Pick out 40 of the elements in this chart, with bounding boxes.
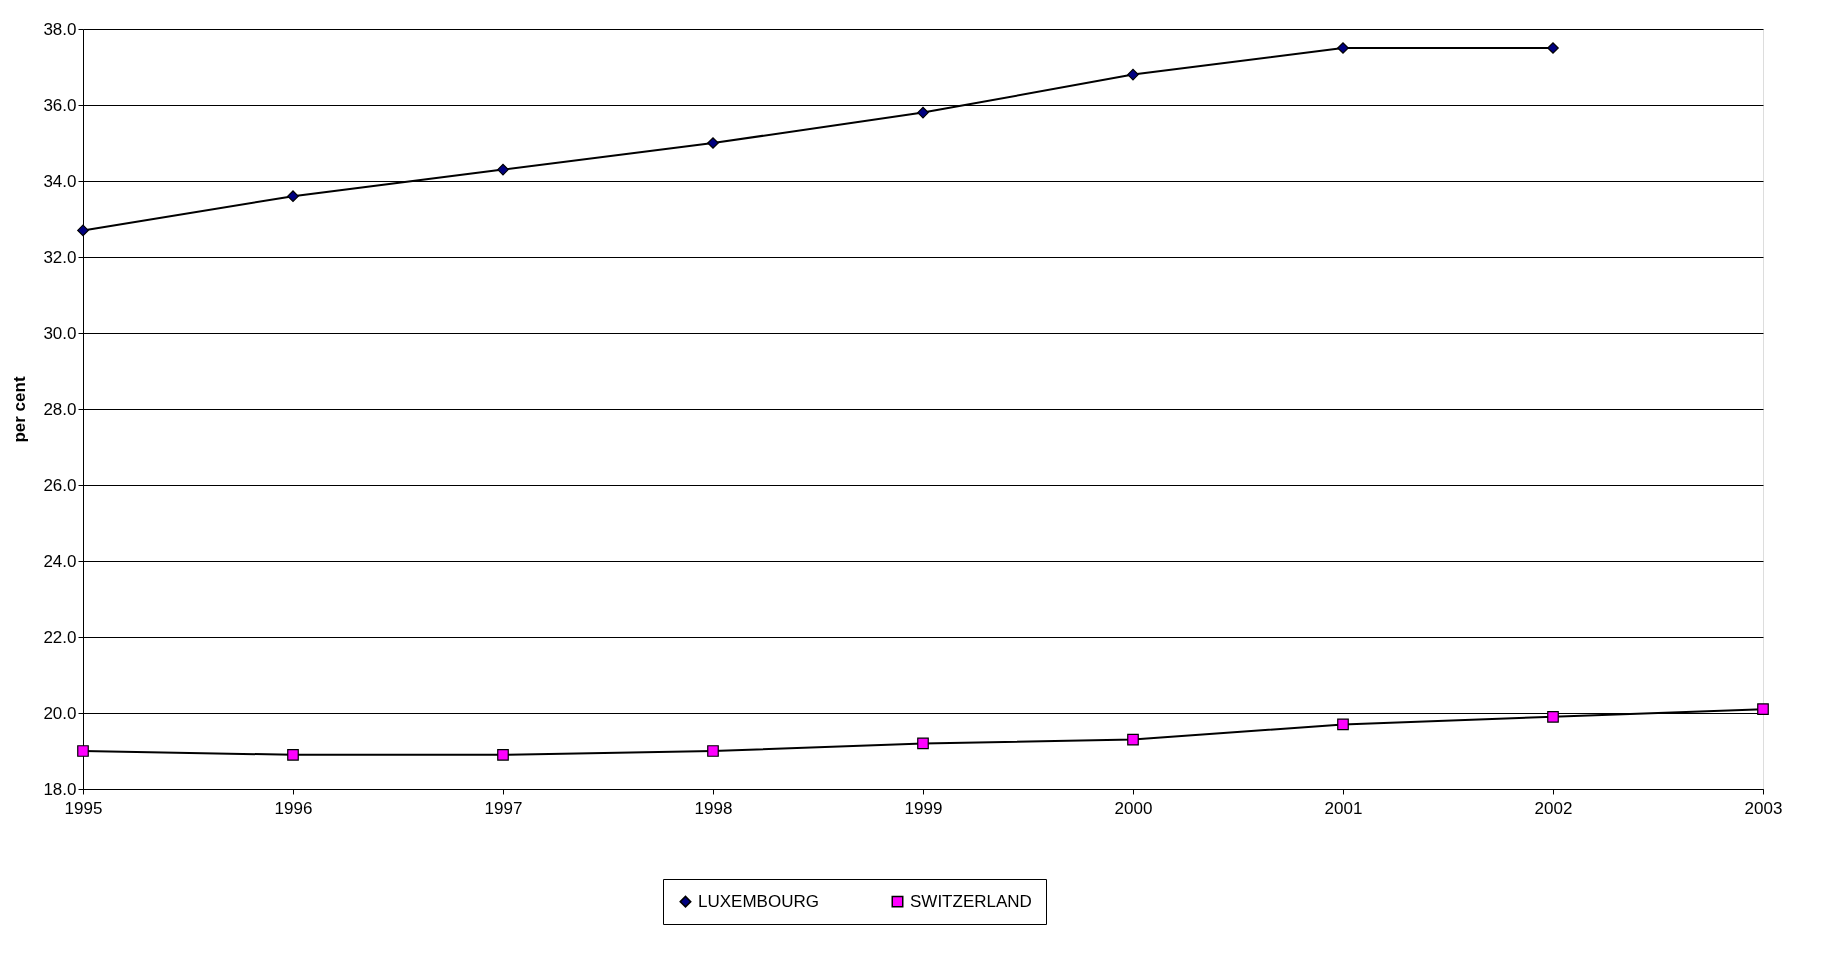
point (77, 224, 89, 237)
x-tick-label: 1999 (904, 798, 943, 818)
y-tick-label: 32.0 (43, 247, 77, 267)
point (1337, 42, 1349, 54)
y-tick-label: 38.0 (43, 19, 77, 39)
point (1547, 42, 1559, 54)
x-tick-label: 2001 (1324, 798, 1363, 818)
point (287, 190, 299, 203)
x-tick-label: 2000 (1114, 798, 1153, 818)
y-tick-label: 26.0 (43, 475, 77, 495)
point (1127, 68, 1139, 81)
point (1757, 703, 1769, 716)
legend-label: LUXEMBOURG (698, 891, 819, 911)
y-tick-label: 28.0 (43, 399, 77, 419)
y-axis-title: per cent (10, 376, 30, 443)
x-tick-label: 1996 (274, 798, 313, 818)
point (497, 748, 509, 761)
y-tick-label: 34.0 (43, 171, 77, 191)
point (707, 137, 719, 149)
x-tick-label: 2002 (1534, 798, 1573, 818)
y-tick-label: 18.0 (43, 779, 77, 799)
y-tick-label: 22.0 (43, 627, 77, 647)
point (1337, 718, 1349, 731)
x-tick-label: 2003 (1744, 798, 1783, 818)
x-tick-label: 1997 (484, 798, 523, 818)
point (497, 163, 509, 176)
y-tick-label: 36.0 (43, 95, 77, 115)
point (917, 106, 929, 119)
y-tick-label: 20.0 (43, 703, 77, 723)
point (1547, 710, 1559, 723)
point (287, 748, 299, 761)
y-tick-label: 24.0 (43, 551, 77, 571)
point (77, 745, 89, 757)
point (707, 745, 719, 757)
x-tick-label: 1995 (64, 798, 103, 818)
point (917, 737, 929, 750)
legend-label: SWITZERLAND (910, 891, 1032, 911)
y-tick-label: 30.0 (43, 323, 77, 343)
point (1127, 733, 1139, 746)
x-tick-label: 1998 (694, 798, 733, 818)
